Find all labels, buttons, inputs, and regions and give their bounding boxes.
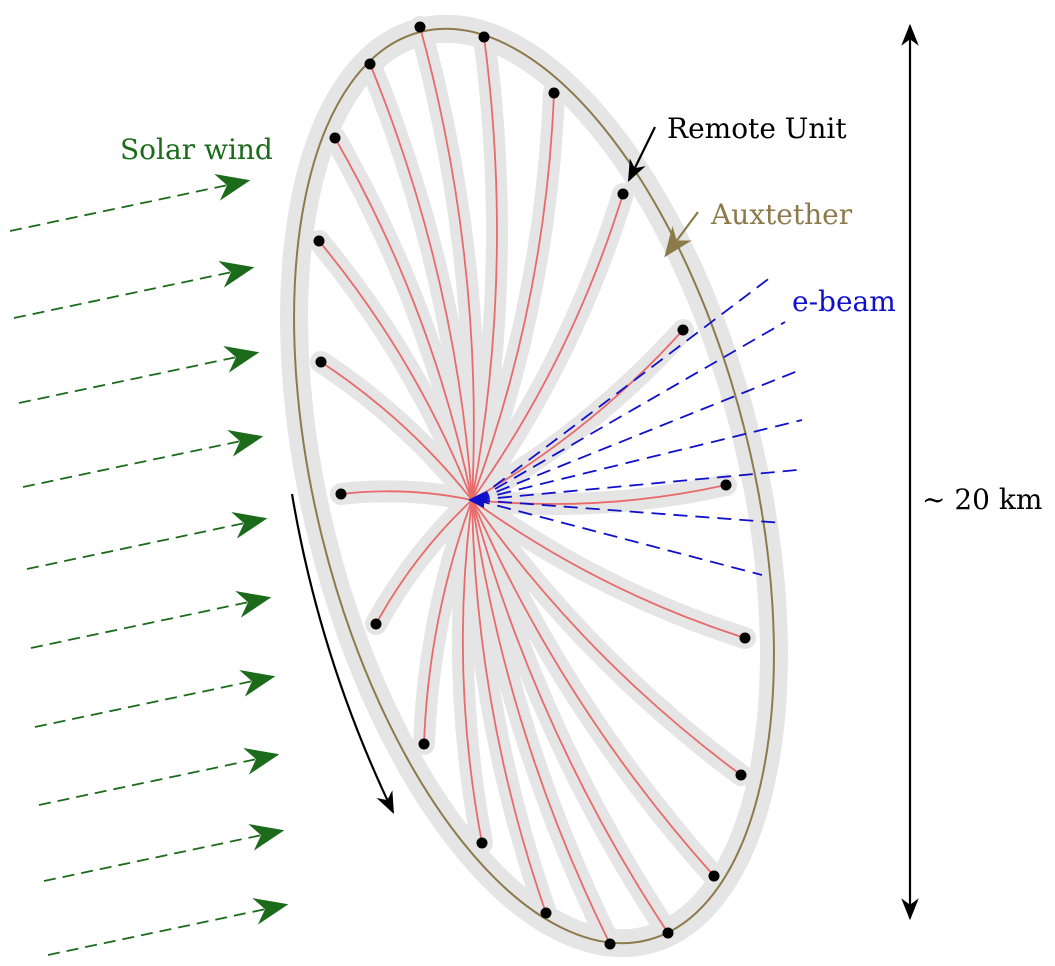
remote-unit-dot [662, 927, 674, 939]
remote-unit-dot [478, 31, 490, 43]
main-tether [471, 36, 498, 501]
remote-unit-pointer [628, 126, 656, 182]
e-beam-line [475, 499, 763, 576]
remote-unit-dot [720, 479, 732, 491]
remote-unit-dot [708, 870, 720, 882]
solar-wind-arrow [43, 824, 285, 882]
remote-unit-dot [335, 488, 347, 500]
remote-unit-dot [364, 58, 376, 70]
main-tether [461, 499, 483, 844]
solar-wind-arrow [26, 512, 268, 570]
remote-unit-dot [414, 21, 426, 33]
solar-wind-arrow [47, 898, 289, 956]
e-beam-line [475, 321, 786, 501]
remote-unit-dot [315, 356, 327, 368]
main-tether [340, 490, 473, 501]
solar-wind-arrow [9, 174, 251, 232]
main-tether [471, 499, 742, 776]
remote-unit-dot [329, 132, 341, 144]
main-tether [471, 499, 746, 639]
main-tether [369, 63, 473, 501]
solar-wind-arrow [22, 430, 264, 488]
remote-unit-dot [548, 87, 560, 99]
main-tether [471, 499, 611, 945]
main-tether [419, 26, 475, 501]
solar-wind-arrow [18, 346, 260, 404]
solar-wind-arrow [34, 670, 276, 728]
main-tether [334, 137, 473, 501]
auxtether-label: Auxtether [710, 198, 853, 231]
remote-unit-dot [735, 769, 747, 781]
e-beam-line [475, 369, 801, 501]
main-tether [318, 240, 473, 501]
remote-unit-label: Remote Unit [667, 112, 847, 145]
remote-unit-dot [617, 188, 629, 200]
main-tether [471, 193, 624, 501]
solar-wind-label: Solar wind [120, 133, 273, 166]
remote-unit-dot [739, 632, 751, 644]
solar-wind-arrow [38, 748, 280, 806]
solar-wind-arrow [30, 591, 272, 649]
main-tether [471, 499, 715, 877]
main-tethers [318, 26, 746, 945]
spin-direction-arrow [290, 493, 394, 814]
main-tether [375, 499, 473, 625]
main-tether [423, 499, 473, 745]
remote-unit-dot [418, 738, 430, 750]
e-beam-label: e-beam [792, 285, 896, 318]
e-beam-line [475, 499, 784, 524]
main-tether [471, 92, 555, 501]
e-beam-line [475, 276, 772, 501]
main-tether [471, 499, 547, 914]
remote-unit-dot [476, 837, 488, 849]
e-beam-line [475, 419, 803, 501]
remote-unit-dot [540, 907, 552, 919]
solar-wind-arrows [9, 174, 289, 956]
size-label: ~ 20 km [922, 483, 1042, 516]
remote-unit-dot [370, 618, 382, 630]
main-tether [471, 499, 669, 934]
auxtether-pointer [664, 211, 699, 258]
e-beam-lines [468, 276, 803, 576]
remote-unit-dot [677, 324, 689, 336]
remote-unit-dot [313, 235, 325, 247]
remote-units [313, 21, 751, 950]
main-tether [320, 361, 473, 501]
solar-wind-arrow [13, 261, 255, 319]
e-gun-icon [468, 492, 484, 508]
e-beam-line [475, 469, 798, 501]
remote-unit-dot [604, 938, 616, 950]
main-tether [471, 329, 684, 501]
